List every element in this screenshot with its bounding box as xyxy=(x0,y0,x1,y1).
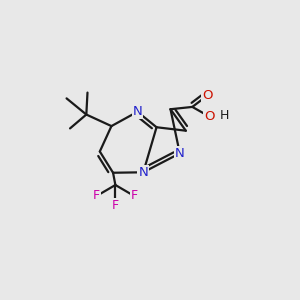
Text: N: N xyxy=(138,166,148,179)
Text: F: F xyxy=(130,189,138,203)
Text: O: O xyxy=(204,110,214,123)
Text: H: H xyxy=(220,109,230,122)
Text: F: F xyxy=(112,199,119,212)
Text: O: O xyxy=(202,89,212,102)
Text: F: F xyxy=(93,189,100,203)
Text: N: N xyxy=(175,147,185,160)
Text: N: N xyxy=(133,105,142,118)
